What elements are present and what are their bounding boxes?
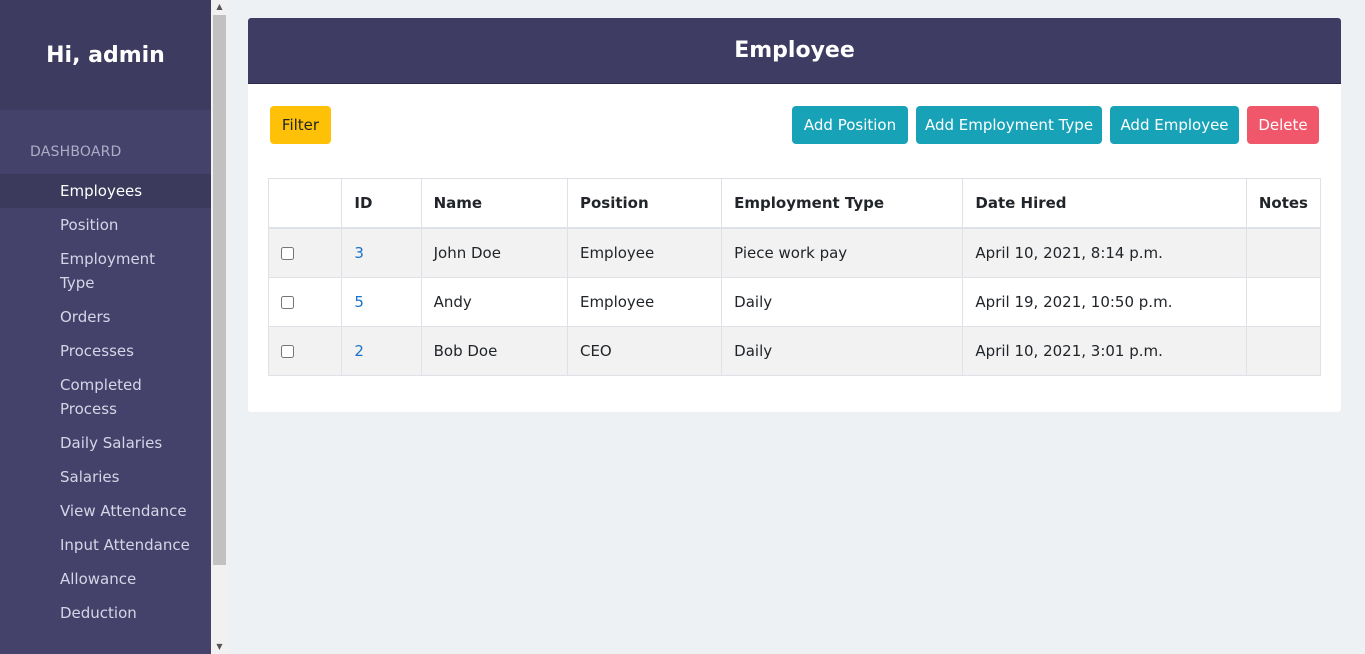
sidebar-item-salaries[interactable]: Salaries <box>60 468 120 486</box>
employee-id-link[interactable]: 5 <box>354 293 364 311</box>
employment-type-cell: Piece work pay <box>721 227 964 278</box>
position-cell: CEO <box>566 326 723 376</box>
employee-id-link[interactable]: 3 <box>354 244 364 262</box>
toolbar: Filter Add Position Add Employment Type … <box>248 84 1341 180</box>
table-row: 3 John Doe Employee Piece work pay April… <box>267 227 1322 278</box>
row-select-cell <box>267 326 343 376</box>
table-row: 2 Bob Doe CEO Daily April 10, 2021, 3:01… <box>267 326 1322 376</box>
employee-card: Employee Filter Add Position Add Employm… <box>248 18 1341 412</box>
greeting: Hi, admin <box>46 42 165 68</box>
row-checkbox[interactable] <box>281 296 294 309</box>
notes-cell <box>1245 277 1322 327</box>
position-cell: Employee <box>566 277 723 327</box>
card-header: Employee <box>248 18 1341 84</box>
table-header-row: ID Name Position Employment Type Date Hi… <box>267 178 1322 229</box>
scroll-thumb[interactable] <box>213 15 226 565</box>
sidebar-item-employees[interactable]: Employees <box>0 174 211 208</box>
sidebar-nav: Employees Position Employment Type Order… <box>0 174 211 630</box>
name-cell: Andy <box>420 277 568 327</box>
name-cell: John Doe <box>420 227 568 278</box>
delete-button[interactable]: Delete <box>1247 106 1319 144</box>
header-id: ID <box>341 178 422 229</box>
table-row: 5 Andy Employee Daily April 19, 2021, 10… <box>267 277 1322 327</box>
position-cell: Employee <box>566 227 723 278</box>
section-label-dashboard: DASHBOARD <box>30 144 122 160</box>
notes-cell <box>1245 227 1322 278</box>
page-title: Employee <box>734 38 855 63</box>
id-cell: 3 <box>341 227 422 278</box>
scroll-up-arrow-icon[interactable]: ▲ <box>216 2 223 11</box>
date-hired-cell: April 10, 2021, 3:01 p.m. <box>962 326 1247 376</box>
sidebar-item-orders[interactable]: Orders <box>60 308 111 326</box>
employee-table: ID Name Position Employment Type Date Hi… <box>267 178 1322 376</box>
sidebar-item-input-attendance[interactable]: Input Attendance <box>60 536 190 554</box>
header-date-hired: Date Hired <box>962 178 1247 229</box>
id-cell: 2 <box>341 326 422 376</box>
row-checkbox[interactable] <box>281 345 294 358</box>
header-position: Position <box>566 178 723 229</box>
sidebar-item-allowance[interactable]: Allowance <box>60 570 137 588</box>
row-checkbox[interactable] <box>281 247 294 260</box>
employment-type-cell: Daily <box>721 277 964 327</box>
header-notes: Notes <box>1245 178 1322 229</box>
date-hired-cell: April 10, 2021, 8:14 p.m. <box>962 227 1247 278</box>
filter-button[interactable]: Filter <box>270 106 331 144</box>
sidebar-item-deduction[interactable]: Deduction <box>60 604 137 622</box>
sidebar-header: Hi, admin <box>0 0 211 110</box>
employment-type-cell: Daily <box>721 326 964 376</box>
notes-cell <box>1245 326 1322 376</box>
header-employment-type: Employment Type <box>721 178 964 229</box>
sidebar-scrollbar[interactable]: ▲ ▼ <box>211 0 228 654</box>
scroll-down-arrow-icon[interactable]: ▼ <box>216 642 223 651</box>
date-hired-cell: April 19, 2021, 10:50 p.m. <box>962 277 1247 327</box>
add-employment-type-button[interactable]: Add Employment Type <box>916 106 1102 144</box>
id-cell: 5 <box>341 277 422 327</box>
header-select <box>267 178 343 229</box>
sidebar-item-completed-process[interactable]: Completed Process <box>60 376 142 418</box>
add-position-button[interactable]: Add Position <box>792 106 908 144</box>
employee-id-link[interactable]: 2 <box>354 342 364 360</box>
sidebar-item-processes[interactable]: Processes <box>60 342 134 360</box>
sidebar-item-view-attendance[interactable]: View Attendance <box>60 502 187 520</box>
sidebar-item-daily-salaries[interactable]: Daily Salaries <box>60 434 163 452</box>
row-select-cell <box>267 277 343 327</box>
header-name: Name <box>420 178 568 229</box>
sidebar-item-employment-type[interactable]: Employment Type <box>60 250 156 292</box>
sidebar-item-position[interactable]: Position <box>60 216 119 234</box>
sidebar: Hi, admin DASHBOARD Employees Position E… <box>0 0 211 654</box>
add-employee-button[interactable]: Add Employee <box>1110 106 1239 144</box>
row-select-cell <box>267 227 343 278</box>
name-cell: Bob Doe <box>420 326 568 376</box>
